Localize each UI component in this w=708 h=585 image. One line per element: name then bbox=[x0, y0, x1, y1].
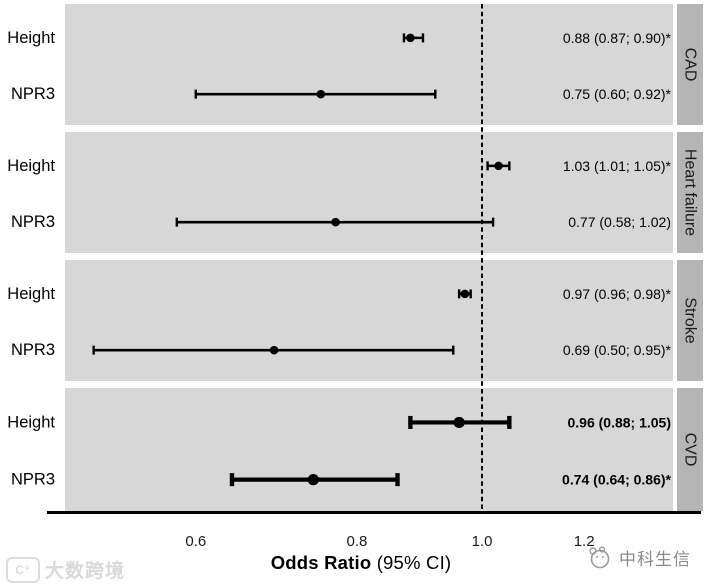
watermark-left: C° 大数跨境 bbox=[6, 556, 125, 583]
row-label-cad-npr3: NPR3 bbox=[11, 85, 55, 103]
panel-bg-heart-failure bbox=[65, 132, 673, 253]
x-tick-0.8: 0.8 bbox=[347, 533, 368, 550]
row-label-heart-failure-npr3: NPR3 bbox=[11, 213, 55, 231]
point-estimate-stroke-npr3 bbox=[269, 345, 279, 355]
dashukuajing-logo-icon: C° bbox=[6, 556, 40, 583]
x-tick-0.6: 0.6 bbox=[185, 533, 206, 550]
row-label-cad-height: Height bbox=[7, 29, 55, 47]
value-label-cad-npr3: 0.75 (0.60; 0.92)* bbox=[563, 86, 672, 102]
strip-cad bbox=[677, 4, 703, 125]
strip-heart-failure bbox=[677, 132, 703, 253]
row-label-heart-failure-height: Height bbox=[7, 157, 55, 175]
point-estimate-heart-failure-npr3 bbox=[331, 217, 340, 227]
row-label-cvd-npr3: NPR3 bbox=[11, 471, 55, 489]
point-estimate-cvd-height bbox=[453, 416, 465, 429]
watermark-left-text: 大数跨境 bbox=[45, 561, 126, 582]
value-label-cad-height: 0.88 (0.87; 0.90)* bbox=[563, 30, 672, 46]
strip-stroke bbox=[677, 260, 703, 381]
point-estimate-stroke-height bbox=[460, 289, 470, 299]
strip-label-stroke: Stroke bbox=[682, 297, 699, 343]
strip-label-cvd: CVD bbox=[682, 433, 699, 467]
x-tick-1.2: 1.2 bbox=[574, 533, 595, 550]
value-label-cvd-npr3: 0.74 (0.64; 0.86)* bbox=[562, 472, 672, 488]
panel-bg-cvd bbox=[65, 388, 673, 511]
x-axis-title: Odds Ratio (95% CI) bbox=[7, 552, 708, 574]
x-tick-1.0: 1.0 bbox=[472, 533, 493, 550]
zhongke-mascot-icon bbox=[589, 546, 610, 569]
value-label-stroke-height: 0.97 (0.96; 0.98)* bbox=[563, 286, 672, 302]
panel-bg-cad bbox=[65, 4, 673, 125]
row-label-stroke-npr3: NPR3 bbox=[11, 341, 55, 359]
x-axis-title-main: Odds Ratio bbox=[270, 552, 372, 573]
strip-label-cad: CAD bbox=[682, 48, 699, 82]
point-estimate-cvd-npr3 bbox=[307, 474, 319, 486]
strip-label-heart-failure: Heart failure bbox=[682, 149, 699, 236]
value-label-cvd-height: 0.96 (0.88; 1.05) bbox=[567, 414, 671, 430]
watermark-right-text: 中科生信 bbox=[619, 549, 691, 569]
value-label-heart-failure-height: 1.03 (1.01; 1.05)* bbox=[563, 158, 672, 174]
point-estimate-cad-height bbox=[406, 33, 415, 43]
row-label-stroke-height: Height bbox=[7, 285, 55, 303]
row-label-cvd-height: Height bbox=[7, 413, 55, 431]
point-estimate-heart-failure-height bbox=[494, 161, 503, 171]
panel-bg-stroke bbox=[65, 260, 673, 381]
value-label-stroke-npr3: 0.69 (0.50; 0.95)* bbox=[563, 342, 672, 358]
point-estimate-cad-npr3 bbox=[316, 89, 326, 99]
strip-cvd bbox=[677, 388, 703, 511]
x-axis-title-suffix: (95% CI) bbox=[371, 552, 452, 573]
value-label-heart-failure-npr3: 0.77 (0.58; 1.02) bbox=[568, 214, 671, 230]
watermark-right: 中科生信 bbox=[587, 544, 691, 570]
